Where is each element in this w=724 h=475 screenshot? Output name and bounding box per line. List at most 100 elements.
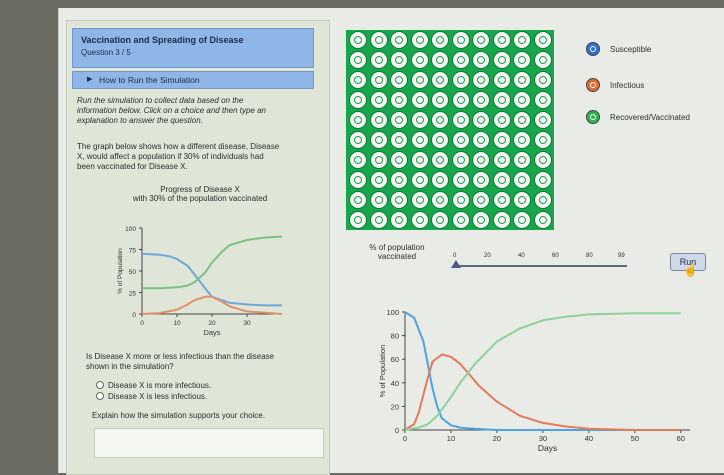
person-cell	[533, 111, 552, 129]
person-cell	[431, 71, 449, 89]
person-cell	[472, 91, 490, 109]
description-line: been vaccinated for Disease X.	[77, 162, 188, 171]
person-cell	[492, 51, 511, 69]
radio-button[interactable]	[96, 381, 104, 389]
x-tick-label: 0	[403, 434, 407, 443]
chart-title: Progress of Disease X with 30% of the po…	[90, 185, 310, 203]
vaccination-slider-thumb[interactable]	[451, 260, 461, 268]
person-cell	[492, 71, 511, 89]
simulation-chart: 0 20 40 60 80 100 0 10 20 30 40 50 60 Days % of Popula…	[378, 308, 690, 453]
person-cell	[390, 191, 408, 209]
person-cell	[451, 111, 470, 129]
y-tick-label: 100	[125, 226, 136, 233]
person-cell	[390, 91, 408, 109]
run-button[interactable]: Run	[670, 253, 706, 271]
choice-more-infectious[interactable]: Disease X is more infectious.	[96, 381, 211, 390]
person-cell	[492, 191, 511, 209]
slider-label-line: % of population	[369, 243, 425, 252]
x-tick-label: 60	[677, 434, 685, 443]
person-cell	[390, 131, 408, 149]
person-cell	[492, 171, 511, 189]
radio-button[interactable]	[96, 392, 104, 400]
vaccination-slider-track[interactable]	[457, 265, 627, 267]
person-cell	[349, 31, 367, 49]
how-to-run-toggle[interactable]: ▶ How to Run the Simulation	[72, 71, 314, 89]
person-cell	[410, 31, 429, 49]
person-cell	[472, 171, 490, 189]
person-cell	[369, 51, 388, 69]
person-cell	[472, 31, 490, 49]
person-cell	[451, 151, 470, 169]
description-line: X, would affect a population if 30% of i…	[77, 152, 264, 161]
choice-label: Disease X is more infectious.	[108, 381, 212, 390]
person-cell	[390, 171, 408, 189]
person-cell	[492, 131, 511, 149]
person-cell	[533, 71, 552, 89]
question-panel	[66, 20, 330, 475]
person-cell	[533, 51, 552, 69]
explanation-textarea[interactable]	[94, 428, 324, 458]
person-cell	[349, 111, 367, 129]
person-cell	[492, 31, 511, 49]
person-cell	[349, 171, 367, 189]
slider-tick-label: 20	[484, 253, 491, 259]
person-cell	[410, 131, 429, 149]
y-tick-label: 75	[129, 248, 137, 255]
person-cell	[390, 51, 408, 69]
person-cell	[513, 211, 531, 229]
person-cell	[533, 151, 552, 169]
description-line: The graph below shows how a different di…	[77, 142, 280, 151]
x-tick-label: 20	[493, 434, 501, 443]
series-line	[404, 311, 681, 431]
x-tick-label: 40	[585, 434, 593, 443]
person-cell	[451, 91, 470, 109]
person-cell	[410, 171, 429, 189]
x-tick-label: 20	[208, 320, 216, 327]
instructions-line: information below. Click on a choice and…	[77, 106, 267, 115]
person-cell	[369, 191, 388, 209]
choice-label: Disease X is less infectious.	[108, 392, 208, 401]
person-cell	[472, 191, 490, 209]
person-cell	[451, 131, 470, 149]
slider-tick-label: 60	[552, 253, 559, 259]
series-line	[404, 353, 681, 431]
y-tick-label: 100	[386, 308, 399, 317]
slider-tick-label: 40	[518, 253, 525, 259]
person-cell	[390, 111, 408, 129]
person-cell	[431, 211, 449, 229]
person-cell	[410, 191, 429, 209]
instructions-line: explanation to answer the question.	[77, 116, 203, 125]
person-cell	[431, 111, 449, 129]
person-cell	[533, 91, 552, 109]
series-line	[404, 312, 681, 431]
person-cell	[431, 131, 449, 149]
person-cell	[349, 131, 367, 149]
question-counter: Question 3 / 5	[81, 48, 131, 57]
chart-title-line: Progress of Disease X	[160, 185, 240, 194]
recovered-icon	[586, 110, 600, 124]
susceptible-icon	[586, 42, 600, 56]
x-axis-label: Days	[203, 328, 220, 337]
y-tick-label: 0	[395, 426, 399, 435]
y-axis-label: % of Population	[117, 248, 124, 294]
choice-less-infectious[interactable]: Disease X is less infectious.	[96, 392, 207, 401]
person-cell	[513, 31, 531, 49]
person-cell	[513, 151, 531, 169]
y-tick-label: 50	[129, 269, 137, 276]
person-cell	[349, 51, 367, 69]
person-cell	[513, 91, 531, 109]
y-tick-label: 60	[391, 355, 399, 364]
person-cell	[513, 171, 531, 189]
person-cell	[349, 151, 367, 169]
chevron-right-icon: ▶	[87, 76, 93, 83]
x-tick-label: 10	[447, 434, 455, 443]
person-cell	[349, 91, 367, 109]
legend-susceptible: Susceptible	[610, 45, 652, 54]
slider-tick-label: 99	[618, 253, 625, 259]
person-cell	[369, 91, 388, 109]
legend-infectious: Infectious	[610, 81, 645, 90]
person-cell	[472, 151, 490, 169]
chart-subtitle: with 30% of the population vaccinated	[132, 194, 268, 203]
disease-x-chart: 0 25 50 75 100 0 10 20 30 Days % of Population	[117, 226, 283, 337]
person-cell	[472, 211, 490, 229]
